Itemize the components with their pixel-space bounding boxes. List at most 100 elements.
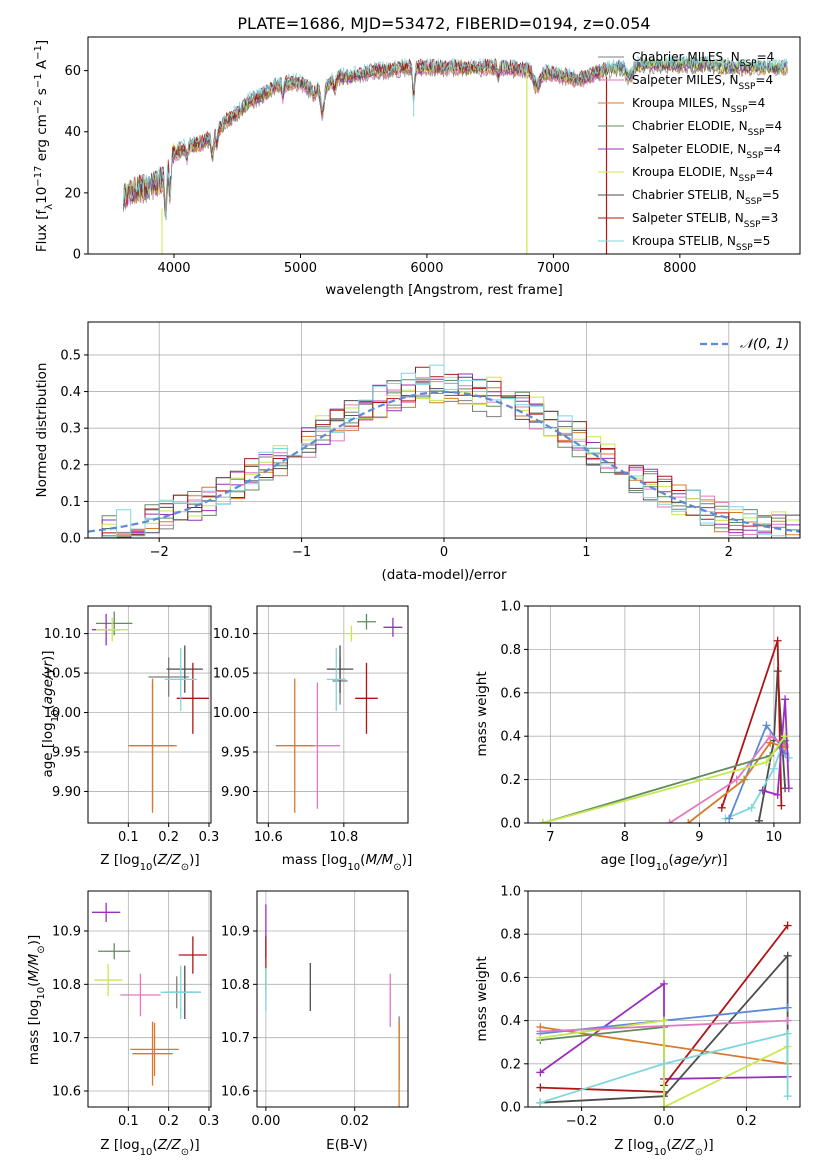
x-axis-label: wavelength [Angstrom, rest frame] [325,282,563,298]
axes-frame [256,890,409,1108]
x-tick-label: 0 [440,545,448,560]
x-axis-label: Z [log10(Z/Z⊙)] [100,1137,199,1158]
data-marker [538,819,547,823]
axes-frame [256,605,409,824]
normal-reference-curve [88,390,800,533]
x-tick-label: 10.6 [254,830,283,845]
data-marker [732,775,741,784]
legend-subscript: SSP [744,220,761,230]
y-tick-label: 10.6 [221,1085,250,1100]
data-marker [717,803,726,812]
data-marker [660,1059,668,1068]
label-part: −1 [33,73,44,88]
label-part: ⊙ [181,862,189,873]
x-tick-label: 1 [582,545,590,560]
label-part: )] [402,852,413,868]
data-marker [660,1016,668,1025]
y-tick-label: 0.0 [500,817,521,832]
y-tick-label: 60 [64,64,81,79]
x-tick-label: 2 [725,545,733,560]
legend-subscript: SSP [745,197,762,207]
label-part: )] [26,935,42,946]
y-tick-label: 0.5 [60,348,81,363]
legend-subscript: SSP [748,128,765,138]
y-tick-label: 10.8 [221,978,250,993]
label-part: mass [log [282,852,348,868]
data-marker [781,695,790,704]
legend-value: =3 [761,211,779,225]
label-part: 10 [140,862,153,873]
x-tick-label: 0.0 [654,1114,675,1129]
spectrum-line [123,55,788,221]
x-tick-label: 5000 [284,261,317,276]
x-tick-label: 6000 [410,261,443,276]
legend-label: Salpeter ELODIE, NSSP=4 [632,142,781,161]
y-tick-label: 0.0 [500,1101,521,1116]
mass-weight-series [762,699,790,796]
y-axis-label: Normed distribution [34,363,50,498]
figure-title: PLATE=1686, MJD=53472, FIBERID=0194, z=0… [237,14,650,33]
legend-subscript: SSP [740,59,757,69]
x-tick-label: 7 [546,830,554,845]
x-tick-label: −1 [292,545,311,560]
data-marker [783,1029,792,1038]
mass-weight-series [687,741,786,823]
legend-subscript: SSP [731,105,748,115]
y-axis-label: mass weight [474,956,490,1041]
y-tick-label: 10.7 [221,1031,250,1046]
label-part: ( [26,982,42,987]
data-marker [747,803,756,812]
x-tick-label: 10 [766,830,783,845]
data-marker [536,1098,545,1107]
y-tick-label: 9.90 [52,785,81,800]
x-tick-label: 0.1 [118,830,139,845]
label-part: 10 [34,187,50,204]
data-marker [660,1103,668,1107]
y-tick-label: 0.2 [60,458,81,473]
label-part: ( [360,852,365,868]
y-tick-label: 10.00 [44,706,81,721]
label-part: mass [log [26,1000,42,1066]
x-tick-label: 0.3 [199,1114,220,1129]
label-part: −2 [33,99,44,114]
label-part: erg cm [34,114,50,165]
legend-value: =5 [753,234,771,248]
label-part: )] [717,852,728,868]
y-tick-label: 0.8 [500,643,521,658]
panel-residuals: −2 −1 0 1 2 0.0 0.1 0.2 0.3 0.4 0.5 𝒩(0, 1) (data-mo… [34,321,801,583]
legend-subscript: SSP [739,82,756,92]
y-tick-label: 10.9 [52,925,81,940]
label-part: Z/Z [157,1137,182,1153]
y-tick-label: 9.95 [221,745,250,760]
panel-mass-vs-ebv: 0.00 0.02 10.6 10.7 10.8 10.9 E(B-V) [221,890,409,1153]
label-part: age [log [600,852,655,868]
x-tick-label: 0.02 [340,1114,369,1129]
axes-frame [87,890,212,1108]
legend-label: Kroupa ELODIE, NSSP=4 [632,165,773,184]
x-axis-label: Z [log10(Z/Z⊙)] [614,1137,713,1158]
label-part: Z [log [100,852,139,868]
y-tick-label: 10.05 [213,667,250,682]
data-marker [660,979,668,988]
label-part: ( [668,852,673,868]
label-part: M/M [365,852,393,868]
y-tick-label: 10.10 [213,627,250,642]
y-axis-label: Flux [fλ10−17 erg cm−2 s−1 A−1] [33,40,55,252]
label-part: )] [189,1137,200,1153]
y-axis-label: mass weight [474,671,490,756]
plot-area [275,613,403,813]
label-part: λ [44,204,55,210]
data-marker [783,1016,792,1025]
x-tick-label: 0.00 [251,1114,280,1129]
y-tick-label: 0.3 [60,422,81,437]
y-axis-label: age [log10(age/yr)] [40,650,61,777]
legend-label: Chabrier STELIB, NSSP=5 [632,188,780,207]
x-tick-label: 0.2 [158,1114,179,1129]
legend-value: =4 [748,96,766,110]
legend-value: =4 [763,142,781,156]
x-axis-label: Z [log10(Z/Z⊙)] [100,852,199,873]
data-marker [777,801,786,810]
